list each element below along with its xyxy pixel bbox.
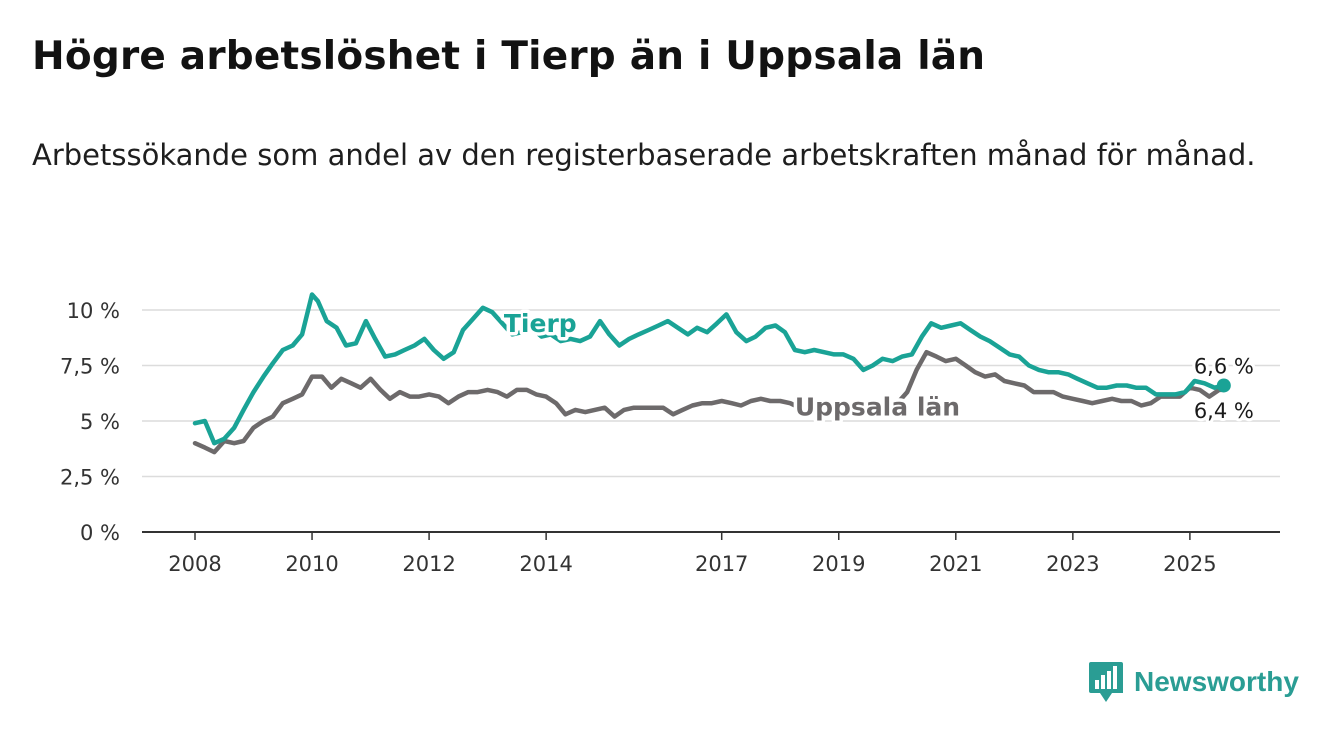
x-tick-label: 2017 <box>695 552 748 576</box>
brand-name: Newsworthy <box>1134 666 1299 697</box>
series-labels: Tierp Uppsala län 6,6 % 6,4 % <box>500 306 1256 426</box>
x-tick-label: 2010 <box>285 552 338 576</box>
x-tick-label: 2008 <box>168 552 221 576</box>
chart-title: Högre arbetslöshet i Tierp än i Uppsala … <box>32 34 986 79</box>
gridlines <box>142 309 1280 478</box>
y-tick-label: 5 % <box>80 410 120 434</box>
end-value-label-tierp: 6,6 % <box>1194 354 1254 378</box>
x-tick-label: 2019 <box>812 552 865 576</box>
series-line-tierp <box>192 292 1227 446</box>
bar-chart-badge-icon <box>1089 662 1123 702</box>
newsworthy-logo: Newsworthy <box>1088 660 1299 704</box>
end-point-tierp <box>1216 378 1231 393</box>
y-tick-label: 2,5 % <box>60 466 120 490</box>
chart-subtitle: Arbetssökande som andel av den registerb… <box>32 138 1256 172</box>
end-value-label-uppsala-l-n: 6,4 % <box>1194 399 1254 423</box>
series-lines <box>192 292 1231 455</box>
y-tick-label: 10 % <box>67 299 120 323</box>
x-tick-label: 2012 <box>402 552 455 576</box>
x-axis-ticks: 2008 2010 2012 2014 2017 2019 2021 2023 2025 <box>168 532 1217 576</box>
x-tick-label: 2025 <box>1163 552 1216 576</box>
series-line-uppsala-l-n <box>192 349 1227 455</box>
series-name-label-tierp: Tierp <box>504 309 577 338</box>
x-tick-label: 2023 <box>1046 552 1099 576</box>
y-tick-label: 7,5 % <box>60 355 120 379</box>
y-axis-ticks: 0 % 2,5 % 5 % 7,5 % 10 % <box>60 299 120 545</box>
x-tick-label: 2021 <box>929 552 982 576</box>
x-tick-label: 2014 <box>519 552 572 576</box>
y-tick-label: 0 % <box>80 521 120 545</box>
series-name-label-uppsala-l-n: Uppsala län <box>795 393 960 422</box>
